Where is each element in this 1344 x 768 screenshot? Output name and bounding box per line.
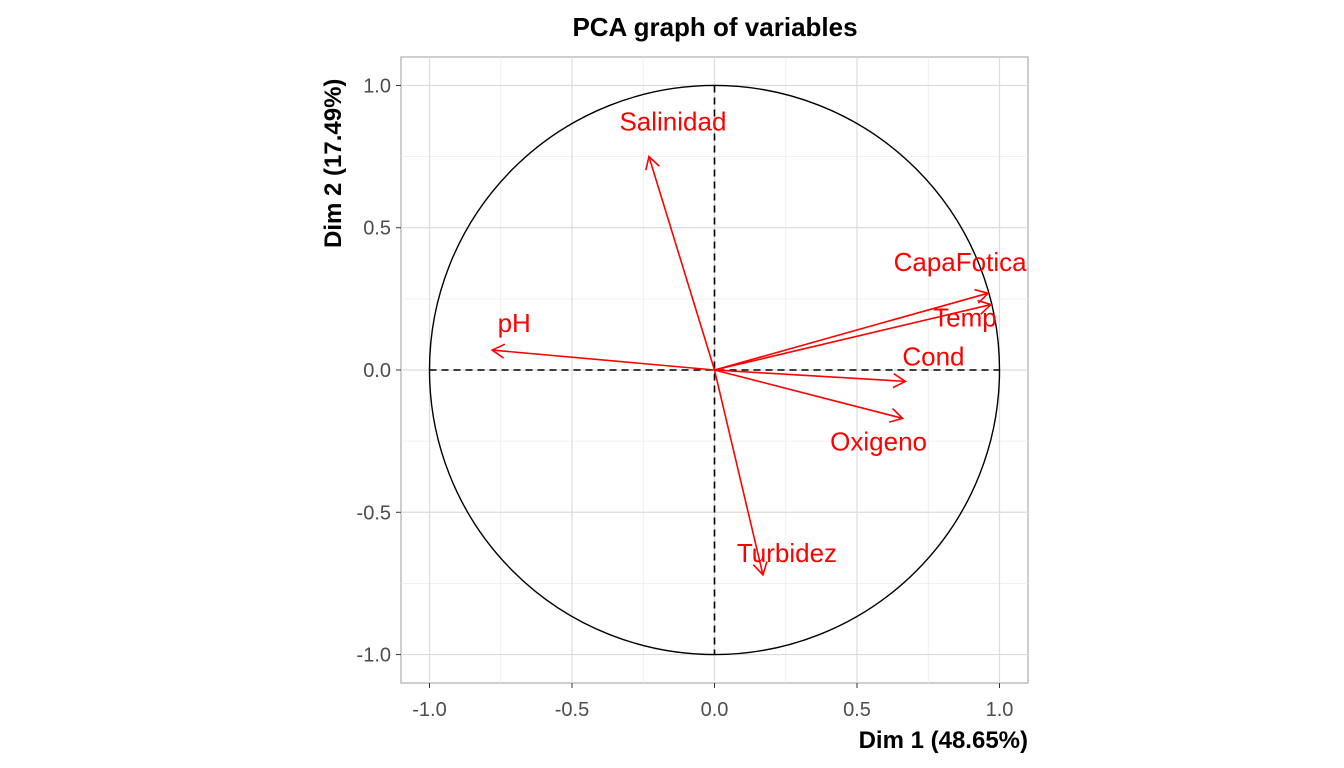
x-tick-label: 0.5 — [843, 699, 871, 721]
variable-arrows — [490, 155, 993, 577]
reference-lines — [429, 85, 1000, 655]
arrow-oxigeno — [714, 369, 903, 420]
x-tick-label: -0.5 — [555, 699, 589, 721]
y-axis-title: Dim 2 (17.49%) — [320, 79, 347, 248]
y-axis-ticks: -1.0 -0.5 0.0 0.5 1.0 — [357, 75, 401, 667]
variable-labels: Salinidad CapaFotica Temp pH Cond Oxigeno Turb… — [498, 107, 1028, 568]
arrowhead-cond — [892, 373, 908, 389]
chart-title: PCA graph of variables — [572, 12, 857, 42]
label-capafotica: CapaFotica — [894, 247, 1027, 277]
x-axis-ticks: -1.0 -0.5 0.0 0.5 1.0 — [412, 683, 1013, 721]
arrow-cond — [714, 369, 906, 383]
arrowhead-temp — [977, 299, 993, 315]
label-cond: Cond — [902, 341, 964, 371]
arrow-ph — [492, 349, 715, 371]
y-tick-label: -1.0 — [357, 645, 391, 667]
label-oxigeno: Oxigeno — [830, 426, 927, 456]
arrowhead-oxigeno — [888, 408, 905, 423]
y-tick-label: 1.0 — [363, 75, 391, 97]
label-salinidad: Salinidad — [619, 107, 726, 137]
y-tick-label: 0.0 — [363, 360, 391, 382]
arrow-capafotica — [714, 292, 989, 371]
arrowhead-ph — [490, 343, 506, 359]
label-temp: Temp — [933, 303, 997, 333]
arrow-turbidez — [713, 369, 764, 576]
y-tick-label: 0.5 — [363, 218, 391, 240]
x-tick-label: 0.0 — [701, 699, 729, 721]
arrowhead-capafotica — [974, 288, 990, 304]
y-tick-label: -0.5 — [357, 502, 391, 524]
x-tick-label: -1.0 — [412, 699, 446, 721]
label-turbidez: Turbidez — [737, 538, 837, 568]
arrowhead-salinidad — [645, 155, 660, 171]
label-ph: pH — [498, 308, 531, 338]
x-tick-label: 1.0 — [986, 699, 1014, 721]
x-axis-title: Dim 1 (48.65%) — [859, 727, 1028, 754]
arrowhead-turbidez — [752, 561, 768, 577]
arrow-salinidad — [648, 156, 716, 371]
arrow-temp — [714, 303, 992, 371]
